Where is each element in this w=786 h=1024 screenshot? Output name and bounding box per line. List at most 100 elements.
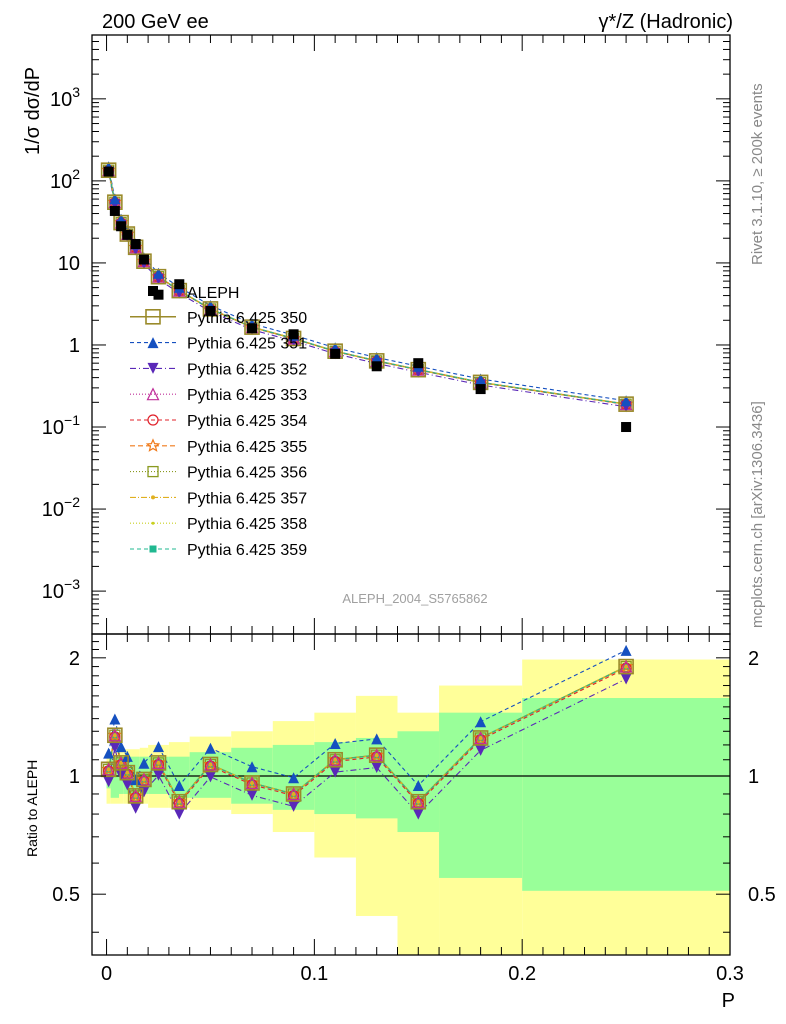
top-y-axis-label: 1/σ dσ/dP — [22, 67, 44, 155]
series-point-ratio-1-7 — [173, 779, 185, 791]
data-point-13 — [413, 358, 424, 369]
legend-marker-2 — [147, 362, 159, 374]
series-point-ratio-0-9 — [244, 775, 260, 791]
series-point-ratio-0-11 — [327, 751, 343, 768]
series-point-ratio-1-14 — [475, 716, 487, 728]
series-point-ratio-1-15 — [620, 644, 632, 656]
legend-label-5: Pythia 6.425 355 — [187, 439, 307, 456]
series-point-ratio-2-3 — [121, 779, 133, 791]
legend-label-6: Pythia 6.425 356 — [187, 465, 307, 482]
band-green-5 — [139, 756, 149, 794]
series-point-ratio-3-13 — [411, 794, 425, 808]
series-point-ratio-2-1 — [109, 742, 121, 754]
series-point-ratio-2-7 — [173, 808, 185, 820]
series-point-ratio-0-1 — [107, 727, 123, 744]
series-point-ratio-1-10 — [288, 772, 300, 784]
series-point-ratio-5-11 — [327, 752, 343, 766]
series-point-top-0-5 — [136, 253, 152, 269]
series-point-ratio-1-9 — [246, 761, 258, 773]
series-point-ratio-5-6 — [151, 755, 166, 770]
series-point-ratio-1-5 — [138, 757, 150, 769]
band-green-1 — [110, 756, 120, 798]
series-point-ratio-5-9 — [244, 775, 260, 790]
series-point-ratio-2-10 — [288, 800, 300, 812]
x-tick-label: 0.1 — [300, 963, 328, 985]
series-line-top-9 — [108, 170, 627, 405]
data-point-1 — [109, 205, 120, 216]
series-point-ratio-7-12 — [374, 753, 379, 758]
series-point-ratio-2-11 — [329, 766, 341, 778]
series-line-top-2 — [108, 172, 627, 408]
series-point-ratio-1-8 — [204, 742, 216, 754]
ratio-y-tick-label-right: 2 — [748, 648, 759, 670]
series-point-ratio-3-8 — [203, 757, 217, 771]
series-point-ratio-5-14 — [473, 730, 488, 745]
series-point-ratio-5-15 — [618, 659, 634, 673]
series-point-ratio-0-6 — [150, 755, 167, 771]
series-point-ratio-7-9 — [250, 780, 255, 785]
series-point-ratio-7-11 — [333, 757, 338, 762]
data-point-10 — [288, 329, 299, 340]
series-point-top-1-6 — [153, 267, 165, 279]
legend-label-4: Pythia 6.425 354 — [187, 413, 307, 430]
series-point-ratio-5-12 — [369, 747, 384, 762]
legend-label-2: Pythia 6.425 352 — [187, 361, 307, 378]
series-point-ratio-7-0 — [106, 767, 111, 772]
top-y-tick-label: 103 — [50, 84, 80, 111]
x-axis-label: P — [722, 990, 735, 1012]
series-point-ratio-3-11 — [328, 752, 342, 766]
series-point-ratio-0-15 — [618, 658, 634, 675]
series-point-ratio-3-5 — [137, 772, 151, 786]
ratio-panel-frame — [91, 633, 731, 956]
series-point-ratio-1-12 — [371, 733, 383, 745]
legend-label-0: Pythia 6.425 350 — [187, 310, 307, 327]
series-point-ratio-7-10 — [291, 791, 296, 796]
series-point-ratio-0-4 — [127, 788, 144, 804]
data-point-8 — [205, 305, 216, 316]
series-point-ratio-5-13 — [411, 794, 426, 808]
series-point-ratio-7-2 — [119, 760, 124, 765]
series-point-ratio-5-4 — [128, 788, 143, 802]
band-green-7 — [168, 756, 190, 798]
data-point-5 — [138, 254, 149, 265]
series-point-ratio-3-9 — [245, 776, 259, 790]
series-point-ratio-1-1 — [109, 713, 121, 725]
series-point-ratio-7-14 — [478, 735, 483, 740]
data-point-4 — [130, 239, 141, 250]
ratio-y-tick-label-right: 1 — [748, 766, 759, 788]
series-point-ratio-2-9 — [246, 789, 258, 801]
series-point-ratio-7-4 — [133, 793, 138, 798]
series-point-ratio-5-8 — [203, 756, 218, 771]
mcplots-note: mcplots.cern.ch [arXiv:1306.3436] — [749, 401, 766, 628]
series-point-ratio-7-1 — [112, 733, 117, 738]
series-point-top-1-1 — [109, 193, 121, 205]
legend-label-1: Pythia 6.425 351 — [187, 336, 307, 353]
series-point-ratio-7-3 — [125, 770, 130, 775]
series-point-ratio-1-4 — [130, 774, 142, 786]
top-y-tick-label: 1 — [69, 335, 80, 357]
legend-label-8: Pythia 6.425 358 — [187, 516, 307, 533]
series-point-ratio-7-5 — [141, 777, 146, 782]
series-point-top-0-3 — [119, 226, 136, 242]
series-point-ratio-2-12 — [371, 762, 383, 774]
series-point-ratio-5-1 — [107, 727, 123, 742]
series-point-ratio-7-6 — [156, 760, 161, 765]
series-point-ratio-2-0 — [103, 776, 115, 788]
legend-marker-6 — [147, 465, 159, 478]
series-point-top-0-9 — [244, 319, 260, 335]
series-point-ratio-0-7 — [171, 793, 188, 810]
legend-label-9: Pythia 6.425 359 — [187, 542, 307, 559]
series-point-ratio-3-7 — [172, 794, 186, 808]
series-point-top-0-15 — [618, 396, 634, 412]
series-point-ratio-1-13 — [412, 779, 424, 791]
series-point-ratio-0-3 — [119, 764, 136, 781]
ratio-y-tick-label: 2 — [69, 648, 80, 670]
series-point-ratio-5-0 — [101, 761, 116, 776]
ratio-y-tick-label: 1 — [69, 766, 80, 788]
data-point-0 — [103, 166, 114, 177]
series-point-ratio-7-13 — [416, 799, 421, 804]
series-point-ratio-1-2 — [115, 741, 127, 753]
legend-marker-5 — [145, 438, 161, 452]
data-point-12 — [371, 361, 382, 372]
